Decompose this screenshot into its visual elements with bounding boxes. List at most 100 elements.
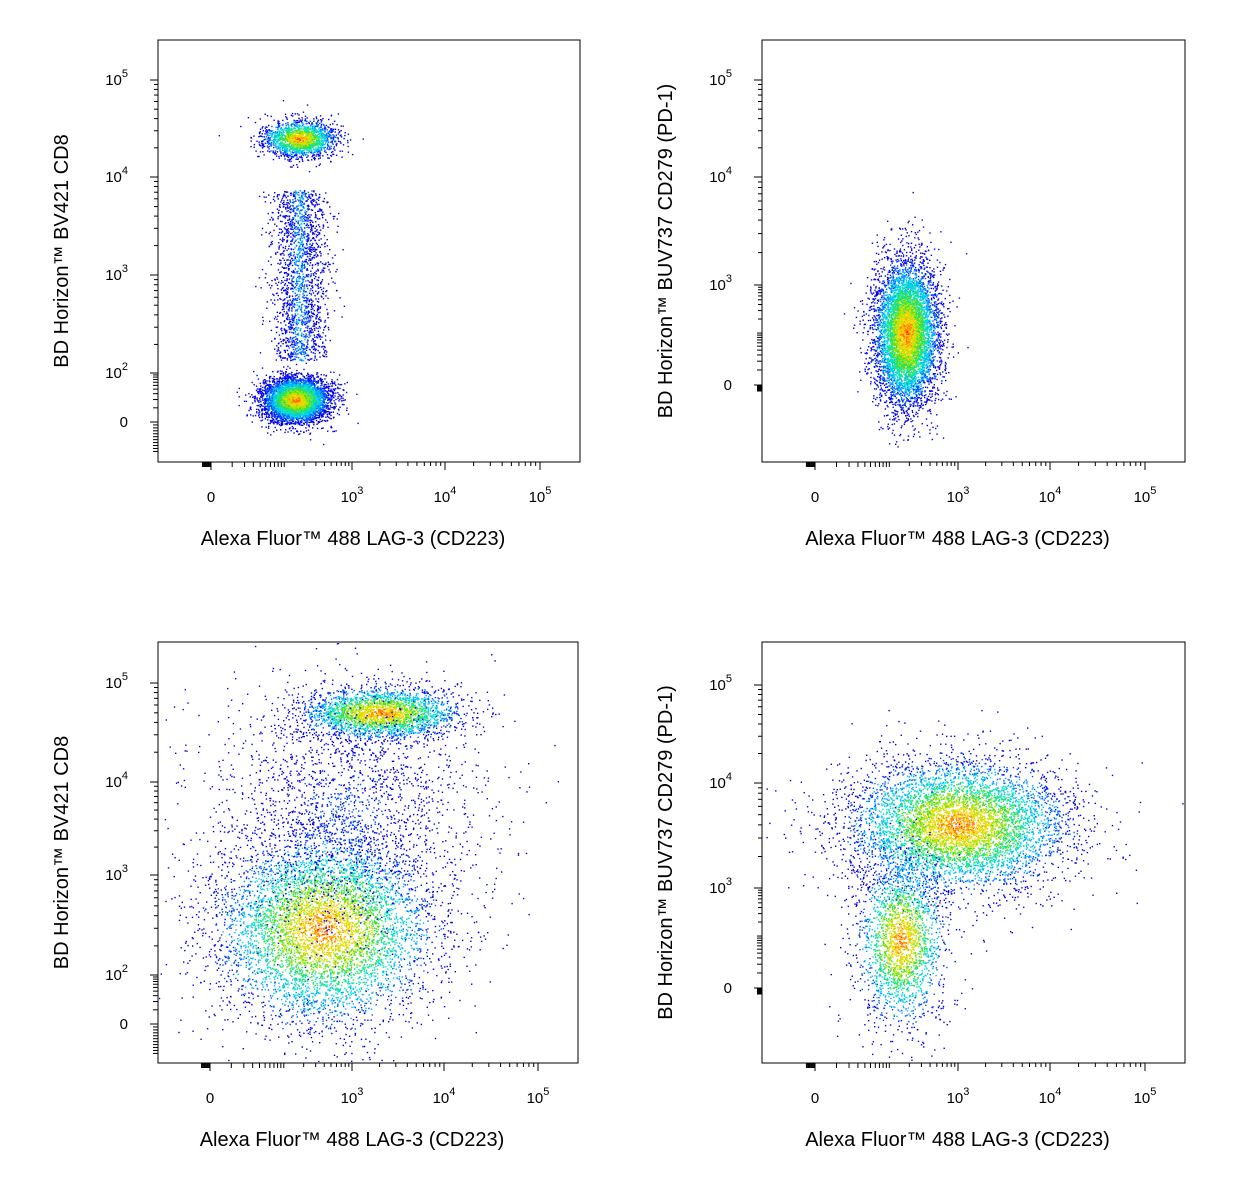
- event-point: [322, 427, 324, 429]
- event-point: [277, 422, 279, 424]
- event-point: [285, 375, 287, 377]
- event-point: [322, 410, 324, 412]
- event-point: [309, 378, 312, 380]
- event-point: [276, 393, 278, 396]
- event-point: [313, 407, 315, 409]
- event-point: [307, 421, 309, 424]
- event-point: [296, 402, 298, 404]
- event-point: [309, 391, 312, 393]
- event-point: [313, 378, 315, 381]
- event-point: [286, 397, 288, 399]
- event-point: [286, 375, 288, 378]
- event-point: [263, 408, 265, 410]
- event-point: [328, 390, 331, 392]
- event-point: [280, 421, 282, 423]
- event-point: [292, 422, 294, 425]
- event-point: [285, 377, 288, 380]
- event-point: [295, 393, 298, 395]
- event-point: [268, 414, 271, 416]
- event-point: [279, 370, 282, 372]
- event-point: [274, 378, 276, 380]
- event-point: [343, 399, 345, 402]
- event-point: [314, 379, 316, 381]
- event-point: [333, 416, 335, 418]
- event-point: [302, 390, 304, 392]
- event-point: [327, 394, 330, 397]
- event-point: [260, 387, 262, 390]
- event-point: [288, 387, 291, 389]
- event-point: [280, 405, 282, 407]
- event-point: [323, 384, 325, 386]
- event-point: [265, 405, 267, 408]
- event-point: [271, 390, 273, 393]
- event-point: [283, 417, 285, 419]
- event-point: [277, 392, 279, 395]
- event-point: [329, 390, 331, 392]
- event-point: [316, 387, 318, 390]
- event-point: [301, 405, 303, 407]
- event-point: [308, 387, 310, 389]
- event-point: [295, 384, 297, 386]
- event-point: [294, 396, 296, 398]
- event-point: [293, 385, 295, 388]
- event-point: [302, 379, 304, 381]
- event-point: [281, 384, 283, 386]
- event-point: [267, 399, 270, 402]
- event-point: [299, 403, 301, 406]
- event-point: [310, 414, 312, 416]
- event-point: [290, 413, 293, 415]
- event-point: [309, 409, 312, 411]
- event-point: [279, 387, 281, 389]
- event-point: [310, 419, 312, 421]
- event-point: [309, 382, 311, 384]
- event-point: [258, 413, 260, 416]
- event-point: [325, 409, 327, 412]
- event-point: [321, 388, 323, 390]
- event-point: [314, 384, 316, 387]
- event-point: [311, 399, 313, 401]
- event-point: [309, 404, 312, 406]
- event-point: [292, 395, 295, 397]
- event-point: [295, 386, 297, 388]
- event-point: [316, 382, 318, 384]
- event-point: [320, 404, 323, 406]
- event-point: [314, 388, 317, 390]
- event-point: [299, 380, 302, 383]
- event-point: [322, 380, 324, 383]
- event-point: [259, 416, 261, 419]
- event-point: [270, 388, 272, 390]
- event-point: [264, 389, 267, 392]
- event-point: [294, 411, 297, 413]
- event-point: [318, 409, 320, 412]
- event-point: [327, 399, 329, 402]
- event-point: [260, 405, 263, 407]
- event-point: [290, 380, 293, 383]
- event-point: [292, 395, 294, 397]
- event-point: [284, 392, 286, 394]
- event-point: [294, 428, 297, 430]
- event-point: [284, 376, 286, 379]
- event-point: [339, 398, 341, 401]
- event-point: [286, 384, 288, 386]
- event-point: [304, 405, 307, 407]
- event-point: [272, 394, 274, 396]
- event-point: [277, 383, 280, 386]
- event-point: [289, 422, 292, 424]
- event-point: [299, 424, 301, 426]
- event-point: [318, 411, 320, 413]
- event-point: [296, 379, 299, 381]
- event-point: [312, 375, 314, 377]
- event-point: [334, 407, 336, 409]
- event-point: [266, 384, 269, 386]
- event-point: [292, 384, 294, 386]
- event-point: [282, 407, 284, 410]
- event-point: [275, 418, 277, 420]
- event-point: [278, 422, 280, 424]
- event-point: [271, 377, 274, 380]
- event-point: [280, 429, 282, 431]
- event-point: [281, 391, 283, 394]
- event-point: [300, 397, 302, 400]
- event-point: [306, 377, 309, 379]
- event-point: [321, 396, 324, 398]
- event-point: [357, 422, 359, 425]
